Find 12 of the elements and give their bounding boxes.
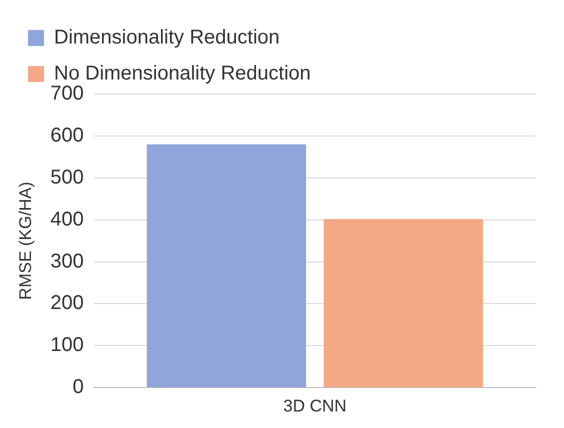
y-tick-label: 700	[50, 82, 84, 105]
y-tick-label: 0	[72, 376, 84, 398]
y-tick-label: 500	[50, 166, 84, 188]
y-tick-label: 400	[50, 208, 84, 230]
y-tick-label: 600	[50, 124, 84, 146]
x-tick-label: 3D CNN	[283, 396, 347, 416]
y-tick-label: 200	[50, 292, 84, 314]
y-tick-label: 300	[50, 250, 84, 272]
y-axis-title: RMSE (KG/HA)	[16, 182, 35, 300]
y-tick-label: 100	[50, 334, 84, 356]
legend-label: No Dimensionality Reduction	[54, 62, 311, 85]
legend-label: Dimensionality Reduction	[54, 26, 280, 49]
